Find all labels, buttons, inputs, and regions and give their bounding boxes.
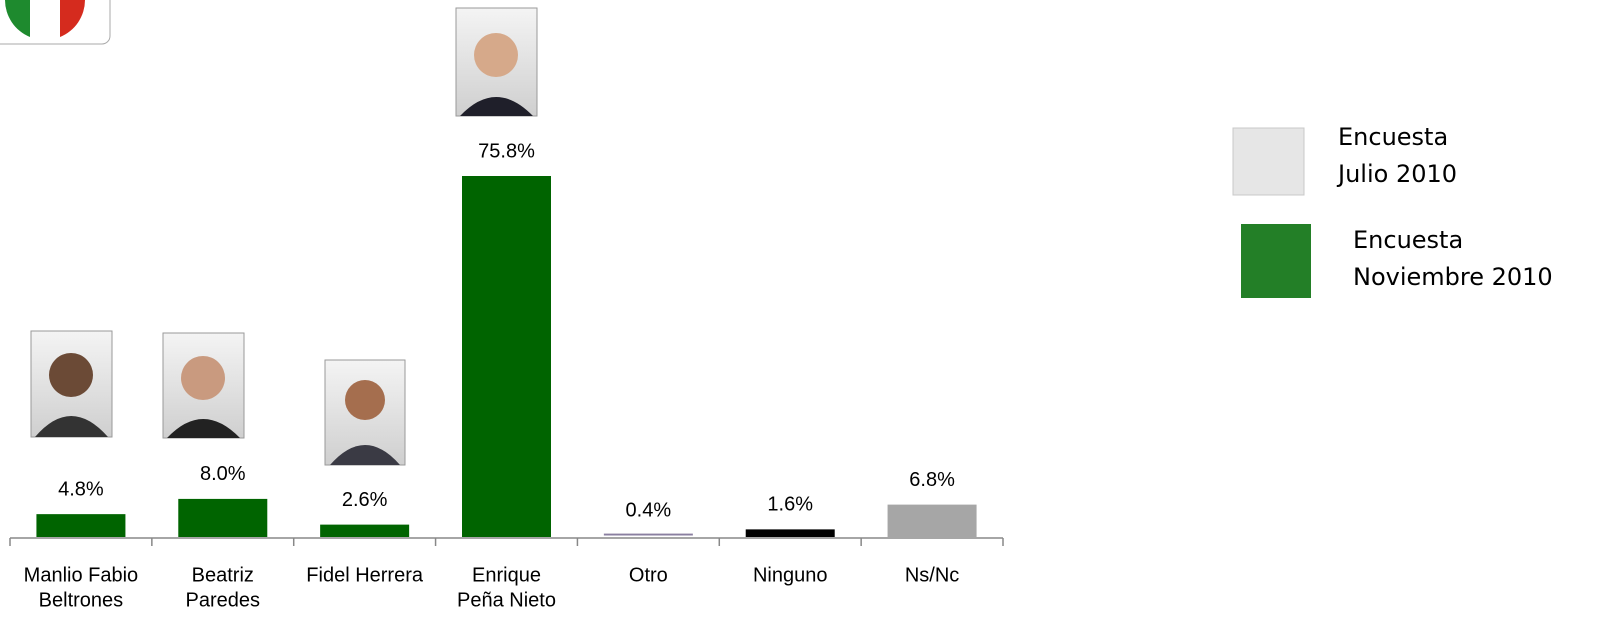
- legend-label: Encuesta: [1353, 226, 1463, 254]
- legend-swatch: [1241, 224, 1311, 298]
- legend-label: Encuesta: [1338, 123, 1448, 151]
- x-tick-label: Paredes: [186, 589, 261, 611]
- x-tick-label: Enrique: [472, 564, 541, 586]
- value-label: 2.6%: [342, 489, 388, 511]
- x-tick-label: Beltrones: [39, 589, 124, 611]
- legend-label: Noviembre 2010: [1353, 263, 1553, 291]
- x-tick-label: Peña Nieto: [457, 589, 556, 611]
- x-tick-label: Manlio Fabio: [24, 564, 139, 586]
- bar: [36, 514, 126, 537]
- photos: [30, 7, 538, 466]
- bar: [603, 533, 693, 536]
- bar: [178, 498, 268, 537]
- bar: [887, 504, 977, 537]
- value-label: 75.8%: [478, 140, 535, 162]
- value-label: 4.8%: [58, 478, 104, 500]
- legend-swatch: [1232, 127, 1305, 196]
- x-tick-label: Otro: [629, 564, 668, 586]
- x-axis: [9, 537, 1004, 546]
- value-label: 1.6%: [767, 494, 813, 516]
- x-tick-label: Beatriz: [192, 564, 254, 586]
- flag: [0, 0, 111, 45]
- bar: [462, 176, 551, 537]
- value-label: 0.4%: [626, 499, 672, 521]
- value-label: 8.0%: [200, 463, 246, 485]
- x-tick-label: Fidel Herrera: [306, 564, 424, 586]
- bar: [745, 529, 835, 537]
- bar: [320, 524, 410, 537]
- value-label: 6.8%: [909, 469, 955, 491]
- x-tick-label: Ninguno: [753, 564, 828, 586]
- legend-label: Julio 2010: [1336, 160, 1457, 188]
- x-tick-label: Ns/Nc: [905, 564, 959, 586]
